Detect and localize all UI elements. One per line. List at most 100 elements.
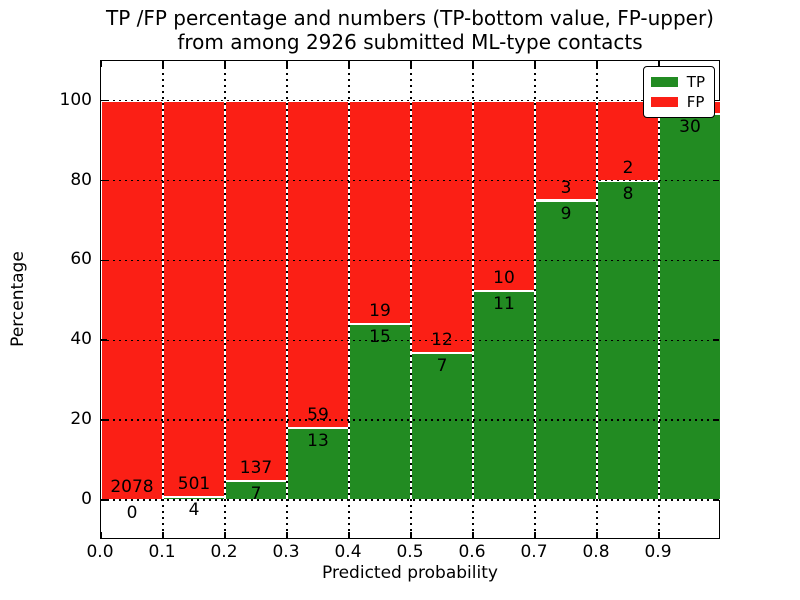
bar-segment-tp [287, 427, 349, 500]
x-tick-mark [658, 532, 660, 538]
y-tick-mark [101, 99, 107, 102]
v-gridline [162, 61, 164, 538]
v-gridline [658, 61, 660, 538]
tp-count-label: 9 [560, 203, 572, 224]
h-gridline [101, 419, 719, 421]
x-tick-mark [162, 61, 164, 67]
x-tick-mark [348, 532, 350, 538]
legend-item-tp: TP [650, 72, 705, 92]
bar-segment-tp [659, 113, 721, 500]
y-tick-mark [101, 339, 107, 342]
fp-count-label: 2078 [110, 477, 154, 497]
tp-count-label: 8 [622, 183, 634, 204]
v-gridline [410, 61, 412, 538]
chart-title-line1: TP /FP percentage and numbers (TP-bottom… [106, 6, 714, 30]
v-gridline [472, 61, 474, 538]
tp-legend-swatch [650, 77, 678, 87]
fp-count-label: 10 [493, 267, 515, 288]
x-tick-label: 0.0 [86, 542, 114, 562]
v-gridline [286, 61, 288, 538]
x-axis-label: Predicted probability [322, 563, 498, 583]
y-tick-mark [713, 259, 719, 262]
x-tick-mark [534, 532, 536, 538]
x-tick-mark [100, 61, 102, 67]
x-tick-label: 0.9 [644, 542, 672, 562]
plot-area: TP FP 2078 0 501 4 137 7 59 13 19 15 12 7 10 11 3 9 2 8 30 [100, 60, 721, 539]
x-tick-mark [534, 61, 536, 67]
tp-count-label: 7 [250, 483, 262, 504]
x-tick-label: 0.2 [210, 542, 238, 562]
x-tick-mark [472, 61, 474, 67]
x-tick-mark [658, 61, 660, 67]
y-tick-mark [101, 419, 107, 421]
fp-count-label: 19 [369, 300, 391, 321]
v-gridline [534, 61, 536, 538]
v-gridline [224, 61, 226, 538]
x-tick-mark [596, 532, 598, 538]
bar-segment-tp [473, 290, 535, 500]
h-gridline [101, 499, 719, 501]
bar-segment-fp [163, 100, 225, 497]
h-gridline [101, 259, 719, 262]
fp-count-label: 2 [622, 157, 634, 178]
x-tick-label: 0.7 [520, 542, 548, 562]
bar-segment-fp [101, 100, 163, 500]
tp-count-label: 11 [493, 293, 515, 314]
y-tick-label: 20 [70, 409, 92, 430]
tp-count-label: 0 [126, 503, 138, 523]
y-axis-label: Percentage [8, 251, 28, 347]
fp-count-label: 501 [177, 473, 211, 494]
x-tick-label: 0.1 [148, 542, 176, 562]
bar-segment-fp [349, 100, 411, 324]
fp-legend-label: FP [686, 92, 705, 111]
bar-segment-fp [411, 100, 473, 353]
bar-segment-fp [473, 100, 535, 291]
bar-segment-tp [535, 200, 597, 500]
x-tick-mark [286, 61, 288, 67]
fp-count-label: 12 [431, 329, 453, 350]
y-tick-label: 40 [70, 329, 92, 350]
tp-count-label: 4 [188, 499, 200, 520]
fp-count-label: 137 [239, 457, 273, 478]
y-tick-mark [713, 419, 719, 421]
tp-legend-label: TP [686, 72, 705, 91]
bar-segment-tp [349, 323, 411, 500]
tp-count-label: 7 [436, 355, 448, 376]
x-tick-label: 0.8 [582, 542, 610, 562]
x-tick-mark [224, 61, 226, 67]
bar-segment-fp [225, 100, 287, 481]
y-tick-mark [101, 259, 107, 262]
x-tick-mark [162, 532, 164, 538]
y-tick-mark [713, 499, 719, 501]
x-tick-mark [596, 61, 598, 67]
chart-title: TP /FP percentage and numbers (TP-bottom… [100, 6, 720, 54]
chart-title-line2: from among 2926 submitted ML-type contac… [177, 30, 643, 54]
legend-item-fp: FP [650, 92, 705, 112]
y-tick-label: 100 [59, 89, 92, 110]
x-tick-mark [286, 532, 288, 538]
v-gridline [348, 61, 350, 538]
tp-count-label: 30 [679, 116, 701, 137]
fp-count-label: 3 [560, 177, 572, 198]
fp-legend-swatch [650, 97, 678, 107]
y-tick-mark [101, 499, 107, 501]
tp-count-label: 13 [307, 430, 329, 451]
y-tick-label: 0 [81, 489, 92, 509]
bar-segment-fp [287, 100, 349, 428]
x-tick-mark [100, 532, 102, 538]
y-tick-mark [713, 99, 719, 102]
y-tick-label: 80 [70, 169, 92, 190]
tp-count-label: 15 [369, 326, 391, 347]
x-tick-mark [410, 532, 412, 538]
x-tick-mark [410, 61, 412, 67]
fp-count-label: 59 [307, 404, 329, 425]
h-gridline [101, 339, 719, 341]
y-tick-mark [713, 339, 719, 342]
h-gridline [101, 99, 719, 102]
x-tick-mark [224, 532, 226, 538]
x-tick-label: 0.3 [272, 542, 300, 562]
y-tick-mark [101, 179, 107, 182]
legend: TP FP [642, 66, 715, 118]
h-gridline [101, 179, 719, 182]
